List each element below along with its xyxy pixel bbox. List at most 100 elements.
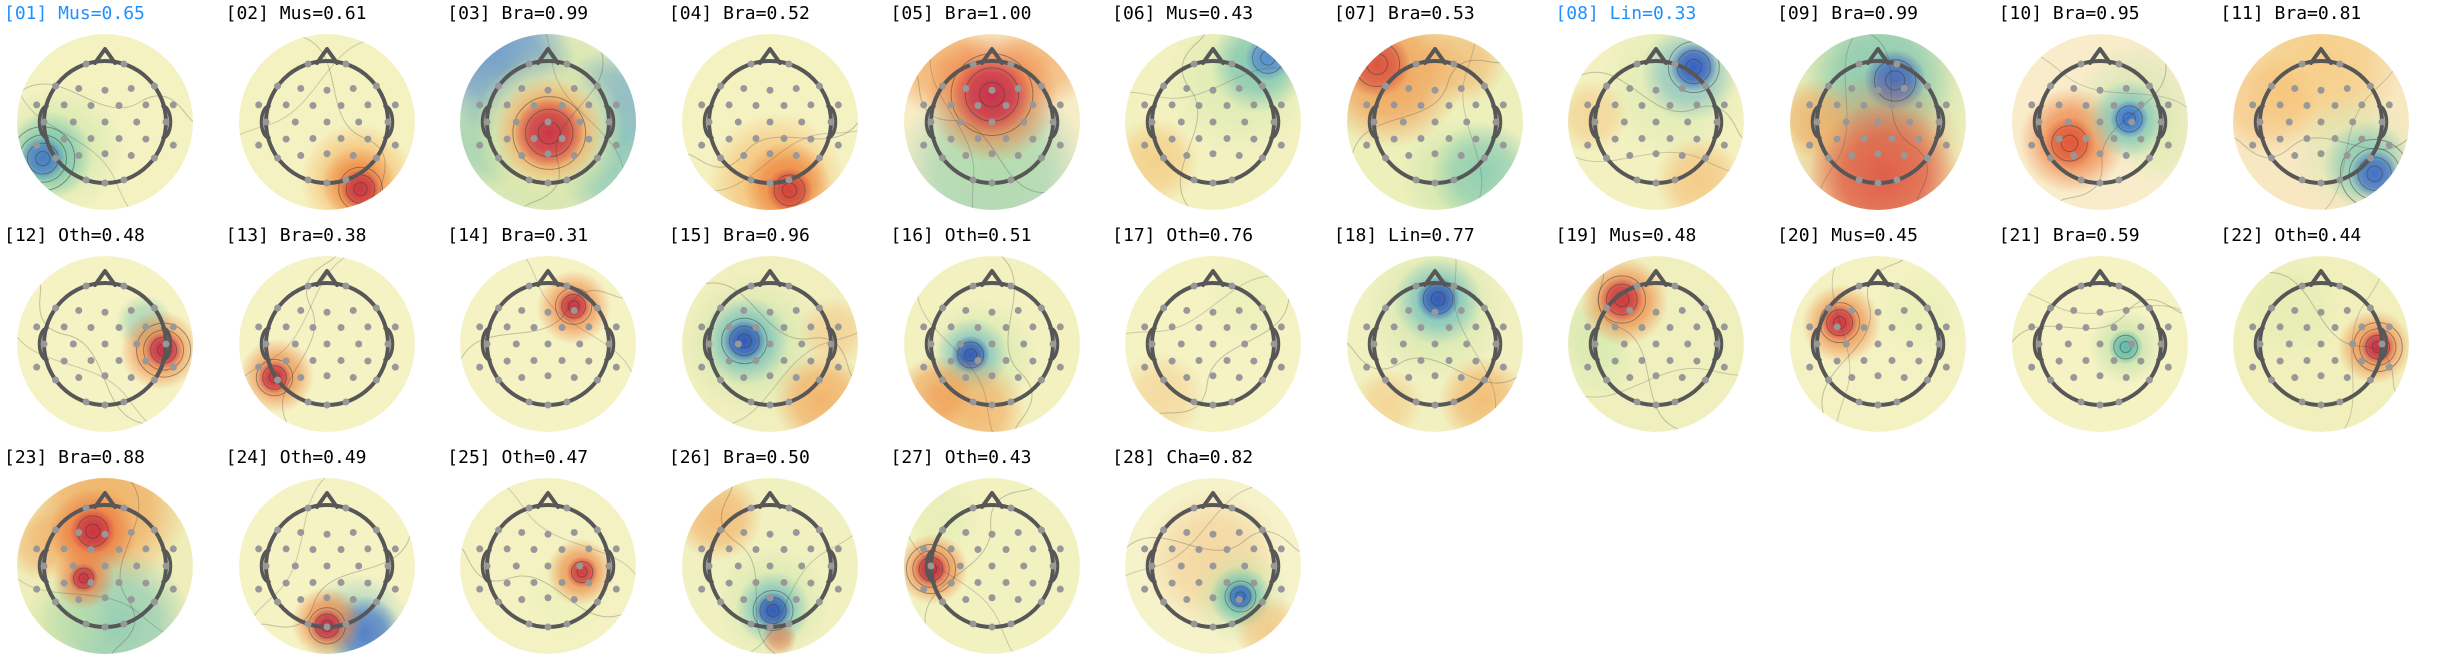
electrode-C3	[2064, 340, 2072, 348]
ica-component-cell-09[interactable]: [09] Bra=0.99	[1773, 0, 1995, 222]
electrode-FT9	[33, 323, 41, 331]
electrode-Pz	[1652, 372, 1660, 380]
electrode-CP5	[2055, 135, 2063, 143]
ica-component-cell-21[interactable]: [21] Bra=0.59	[1995, 222, 2217, 444]
electrode-C3	[513, 118, 521, 126]
electrode-P7	[716, 376, 724, 384]
ica-component-cell-08[interactable]: [08] Lin=0.33	[1551, 0, 1773, 222]
electrode-FC1	[87, 546, 95, 554]
electrode-F7	[2268, 82, 2276, 90]
electrode-FC6	[1472, 101, 1480, 109]
ica-component-cell-15[interactable]: [15] Bra=0.96	[665, 222, 887, 444]
electrode-P3	[296, 374, 304, 382]
electrode-F7	[1825, 304, 1833, 312]
ica-component-cell-27[interactable]: [27] Oth=0.43	[887, 444, 1109, 666]
component-title: [22] Oth=0.44	[2220, 225, 2362, 246]
electrode-CP5	[282, 135, 290, 143]
ica-component-cell-17[interactable]: [17] Oth=0.76	[1108, 222, 1330, 444]
electrode-C4	[354, 118, 362, 126]
electrode-F4	[570, 84, 578, 92]
electrode-FT10	[1277, 545, 1285, 553]
ica-component-cell-12[interactable]: [12] Oth=0.48	[0, 222, 222, 444]
electrode-CP6	[142, 579, 150, 587]
electrode-Fp2	[1671, 60, 1679, 68]
ica-component-cell-26[interactable]: [26] Bra=0.50	[665, 444, 887, 666]
left-ear-marker	[1589, 104, 1601, 140]
electrode-TP10	[1056, 363, 1064, 371]
electrode-T8	[2157, 118, 2165, 126]
electrode-FC6	[585, 545, 593, 553]
nose-marker	[757, 47, 782, 65]
left-ear-marker	[2032, 326, 2044, 362]
electrode-Pz	[1874, 372, 1882, 380]
component-title: [13] Bra=0.38	[225, 225, 367, 246]
electrode-CP1	[309, 134, 317, 142]
ica-component-cell-16[interactable]: [16] Oth=0.51	[887, 222, 1109, 444]
ica-component-cell-05[interactable]: [05] Bra=1.00	[887, 0, 1109, 222]
electrode-TP9	[2027, 363, 2035, 371]
electrode-P8	[1037, 376, 1045, 384]
electrode-C4	[1906, 340, 1914, 348]
electrode-O2	[785, 398, 793, 406]
electrode-Cz	[1652, 118, 1660, 126]
electrode-Fp2	[785, 60, 793, 68]
ica-component-cell-07[interactable]: [07] Bra=0.53	[1330, 0, 1552, 222]
ica-component-cell-13[interactable]: [13] Bra=0.38	[222, 222, 444, 444]
ica-component-cell-28[interactable]: [28] Cha=0.82	[1108, 444, 1330, 666]
electrode-P4	[1679, 152, 1687, 160]
electrode-C4	[133, 562, 141, 570]
electrode-FT9	[1362, 101, 1370, 109]
ica-component-cell-14[interactable]: [14] Bra=0.31	[443, 222, 665, 444]
electrode-O2	[342, 176, 350, 184]
right-ear-marker	[1047, 104, 1059, 140]
electrode-dots	[1141, 504, 1285, 631]
electrode-P3	[518, 152, 526, 160]
ica-component-cell-10[interactable]: [10] Bra=0.95	[1995, 0, 2217, 222]
ica-component-cell-03[interactable]: [03] Bra=0.99	[443, 0, 665, 222]
electrode-FC5	[282, 545, 290, 553]
ica-component-cell-04[interactable]: [04] Bra=0.52	[665, 0, 887, 222]
electrode-CP1	[1638, 356, 1646, 364]
electrode-F8	[815, 304, 823, 312]
electrode-P3	[2291, 152, 2299, 160]
electrode-C3	[1399, 340, 1407, 348]
electrode-P8	[150, 154, 158, 162]
ica-component-cell-06[interactable]: [06] Mus=0.43	[1108, 0, 1330, 222]
electrode-CP2	[558, 134, 566, 142]
electrode-Fz	[766, 308, 774, 316]
electrode-F7	[1603, 82, 1611, 90]
ica-component-cell-01[interactable]: [01] Mus=0.65	[0, 0, 222, 222]
electrode-dots	[1806, 60, 1950, 187]
electrode-T7	[1148, 118, 1156, 126]
electrode-FC5	[2055, 101, 2063, 109]
electrode-Fp2	[785, 282, 793, 290]
electrode-FC6	[2358, 323, 2366, 331]
electrode-FC1	[309, 102, 317, 110]
ica-component-cell-20[interactable]: [20] Mus=0.45	[1773, 222, 1995, 444]
electrode-FC6	[807, 545, 815, 553]
ica-component-cell-19[interactable]: [19] Mus=0.48	[1551, 222, 1773, 444]
electrode-FC6	[1028, 545, 1036, 553]
nose-marker	[93, 491, 117, 509]
ica-component-cell-02[interactable]: [02] Mus=0.61	[222, 0, 444, 222]
ica-component-cell-22[interactable]: [22] Oth=0.44	[2216, 222, 2438, 444]
electrode-P3	[1183, 596, 1191, 604]
electrode-FC1	[974, 324, 982, 332]
ica-component-cell-18[interactable]: [18] Lin=0.77	[1330, 222, 1552, 444]
electrode-O2	[342, 398, 350, 406]
electrode-O1	[747, 176, 755, 184]
component-title: [11] Bra=0.81	[2220, 3, 2362, 24]
electrode-T7	[2035, 118, 2043, 126]
ica-component-cell-24[interactable]: [24] Oth=0.49	[222, 444, 444, 666]
electrode-O1	[1412, 398, 1420, 406]
electrode-P3	[518, 374, 526, 382]
electrode-FC5	[503, 101, 511, 109]
left-ear-marker	[1145, 326, 1157, 362]
electrode-FC2	[1002, 102, 1010, 110]
ica-component-cell-25[interactable]: [25] Oth=0.47	[443, 444, 665, 666]
electrode-O2	[563, 176, 571, 184]
ica-component-cell-11[interactable]: [11] Bra=0.81	[2216, 0, 2438, 222]
right-ear-marker	[2155, 326, 2167, 362]
ica-component-cell-23[interactable]: [23] Bra=0.88	[0, 444, 222, 666]
electrode-CP2	[780, 578, 788, 586]
